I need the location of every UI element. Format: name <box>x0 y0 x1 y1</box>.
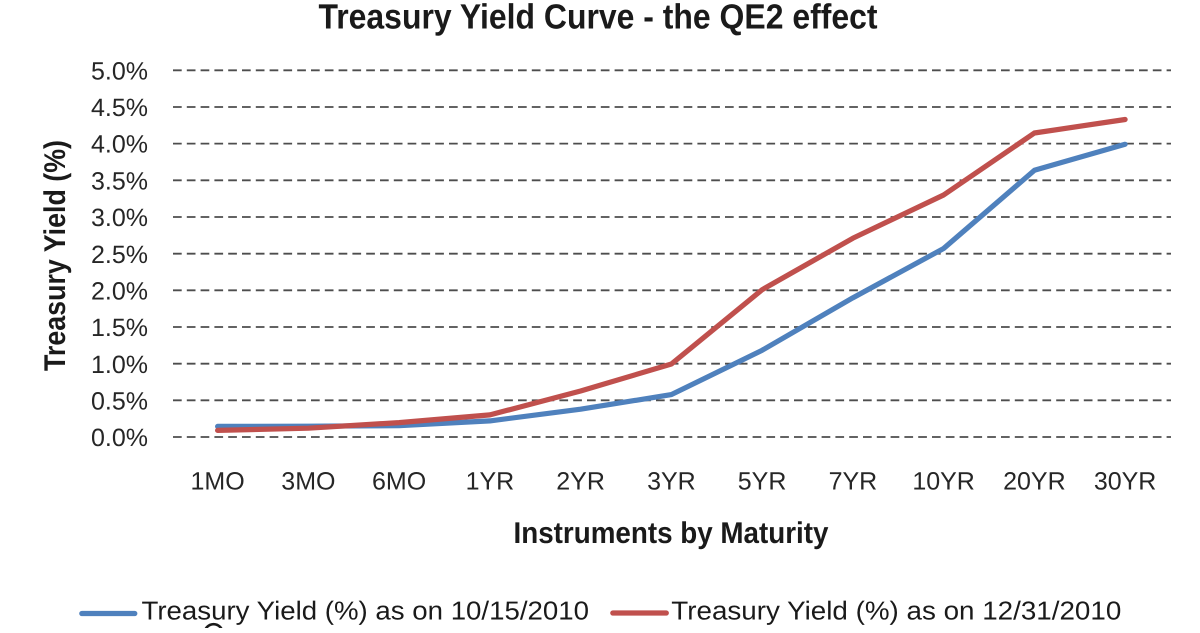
svg-text:Treasury Yield (%) as on 12/31: Treasury Yield (%) as on 12/31/2010 <box>671 596 1121 626</box>
svg-text:3YR: 3YR <box>647 468 696 496</box>
svg-text:5YR: 5YR <box>738 468 787 496</box>
svg-text:10YR: 10YR <box>912 468 975 496</box>
svg-text:4.0%: 4.0% <box>91 131 148 159</box>
svg-text:2YR: 2YR <box>556 468 605 496</box>
svg-text:Treasury Yield Curve - the QE2: Treasury Yield Curve - the QE2 effect <box>319 0 878 37</box>
svg-text:Treasury Yield (%): Treasury Yield (%) <box>39 140 72 371</box>
svg-text:6MO: 6MO <box>372 468 426 496</box>
svg-text:0.0%: 0.0% <box>91 424 148 452</box>
svg-text:3MO: 3MO <box>281 468 335 496</box>
svg-text:Instruments by Maturity: Instruments by Maturity <box>514 517 829 550</box>
svg-text:3.5%: 3.5% <box>91 167 148 195</box>
svg-text:1.5%: 1.5% <box>91 314 148 342</box>
svg-text:0.5%: 0.5% <box>91 387 148 415</box>
svg-text:30YR: 30YR <box>1094 468 1157 496</box>
svg-text:2.5%: 2.5% <box>91 241 148 269</box>
svg-text:2.0%: 2.0% <box>91 277 148 305</box>
svg-text:1YR: 1YR <box>466 468 515 496</box>
svg-text:20YR: 20YR <box>1003 468 1066 496</box>
svg-text:7YR: 7YR <box>829 468 878 496</box>
svg-text:Treasury Yield (%) as on 10/15: Treasury Yield (%) as on 10/15/2010 <box>142 596 590 626</box>
svg-text:1.0%: 1.0% <box>91 351 148 379</box>
svg-text:3.0%: 3.0% <box>91 204 148 232</box>
svg-text:5.0%: 5.0% <box>91 57 148 85</box>
svg-text:4.5%: 4.5% <box>91 94 148 122</box>
svg-text:1MO: 1MO <box>191 468 245 496</box>
